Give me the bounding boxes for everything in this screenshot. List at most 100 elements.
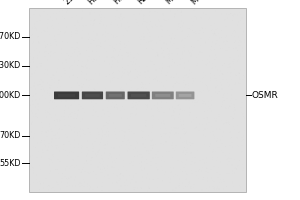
Point xyxy=(59,177,64,180)
Point xyxy=(238,69,243,72)
Point xyxy=(58,85,63,88)
Point xyxy=(184,90,189,93)
Point xyxy=(177,112,182,116)
Point xyxy=(28,155,32,159)
Point xyxy=(171,166,176,170)
Point xyxy=(49,44,53,47)
Point xyxy=(177,90,182,93)
Point xyxy=(214,159,219,162)
Point xyxy=(52,134,56,137)
Point xyxy=(180,161,185,164)
Point xyxy=(92,18,97,22)
Point xyxy=(76,103,81,106)
Point xyxy=(238,68,243,71)
Point xyxy=(207,54,212,57)
Point xyxy=(30,111,35,115)
Point xyxy=(186,84,191,87)
Point xyxy=(85,60,90,63)
Point xyxy=(80,168,85,171)
Point xyxy=(147,23,152,26)
Point xyxy=(180,94,184,97)
Point xyxy=(223,154,228,157)
Point xyxy=(159,81,164,84)
Point xyxy=(128,182,133,185)
Point xyxy=(63,124,68,127)
Point xyxy=(28,16,33,19)
Point xyxy=(194,64,199,67)
Point xyxy=(179,19,184,23)
Point xyxy=(159,46,164,50)
Point xyxy=(226,106,231,110)
Point xyxy=(63,58,68,61)
Point xyxy=(147,76,152,79)
Point xyxy=(103,87,108,90)
Point xyxy=(32,49,37,52)
Point xyxy=(125,70,130,74)
Point xyxy=(171,86,176,89)
Point xyxy=(149,160,154,163)
Point xyxy=(214,79,219,82)
Point xyxy=(125,149,130,153)
Point xyxy=(217,90,221,93)
Point xyxy=(148,94,152,97)
Point xyxy=(217,113,221,116)
Point xyxy=(164,140,169,143)
Point xyxy=(123,27,128,30)
Point xyxy=(131,60,136,64)
Point xyxy=(226,160,231,163)
Point xyxy=(113,58,118,61)
Point xyxy=(75,82,80,85)
Point xyxy=(170,60,175,63)
Point xyxy=(177,182,182,185)
Point xyxy=(100,33,105,37)
Point xyxy=(212,32,216,35)
Point xyxy=(85,59,90,62)
Point xyxy=(231,185,236,188)
Point xyxy=(209,125,214,128)
Point xyxy=(86,79,91,82)
Point xyxy=(205,88,210,91)
Point xyxy=(83,133,88,136)
Point xyxy=(50,89,55,92)
Point xyxy=(89,38,94,41)
Point xyxy=(236,20,241,23)
Point xyxy=(204,156,209,160)
Point xyxy=(31,103,35,106)
Point xyxy=(147,10,152,14)
Point xyxy=(169,114,174,118)
Point xyxy=(34,20,39,23)
Point xyxy=(80,184,85,187)
Point xyxy=(116,168,121,171)
Point xyxy=(41,80,46,83)
Point xyxy=(201,11,206,14)
Point xyxy=(230,88,235,91)
Point xyxy=(138,83,143,86)
Point xyxy=(194,126,199,129)
Point xyxy=(182,66,187,69)
Point xyxy=(124,44,129,47)
Point xyxy=(67,177,71,180)
Point xyxy=(114,180,119,184)
Point xyxy=(106,110,110,113)
Point xyxy=(37,50,42,54)
Point xyxy=(153,98,158,101)
Point xyxy=(208,131,213,134)
Point xyxy=(220,73,225,76)
Point xyxy=(80,128,85,131)
Point xyxy=(117,153,122,157)
Point xyxy=(79,146,84,150)
Point xyxy=(79,144,84,147)
Point xyxy=(161,122,166,125)
Point xyxy=(82,170,87,173)
Point xyxy=(221,123,226,126)
Point xyxy=(82,162,87,165)
Point xyxy=(207,185,212,189)
Point xyxy=(69,86,74,89)
Point xyxy=(115,174,119,177)
Point xyxy=(128,71,133,74)
Point xyxy=(91,105,96,108)
Point xyxy=(240,47,245,50)
Point xyxy=(98,171,103,174)
Point xyxy=(97,133,101,136)
Point xyxy=(135,141,140,145)
